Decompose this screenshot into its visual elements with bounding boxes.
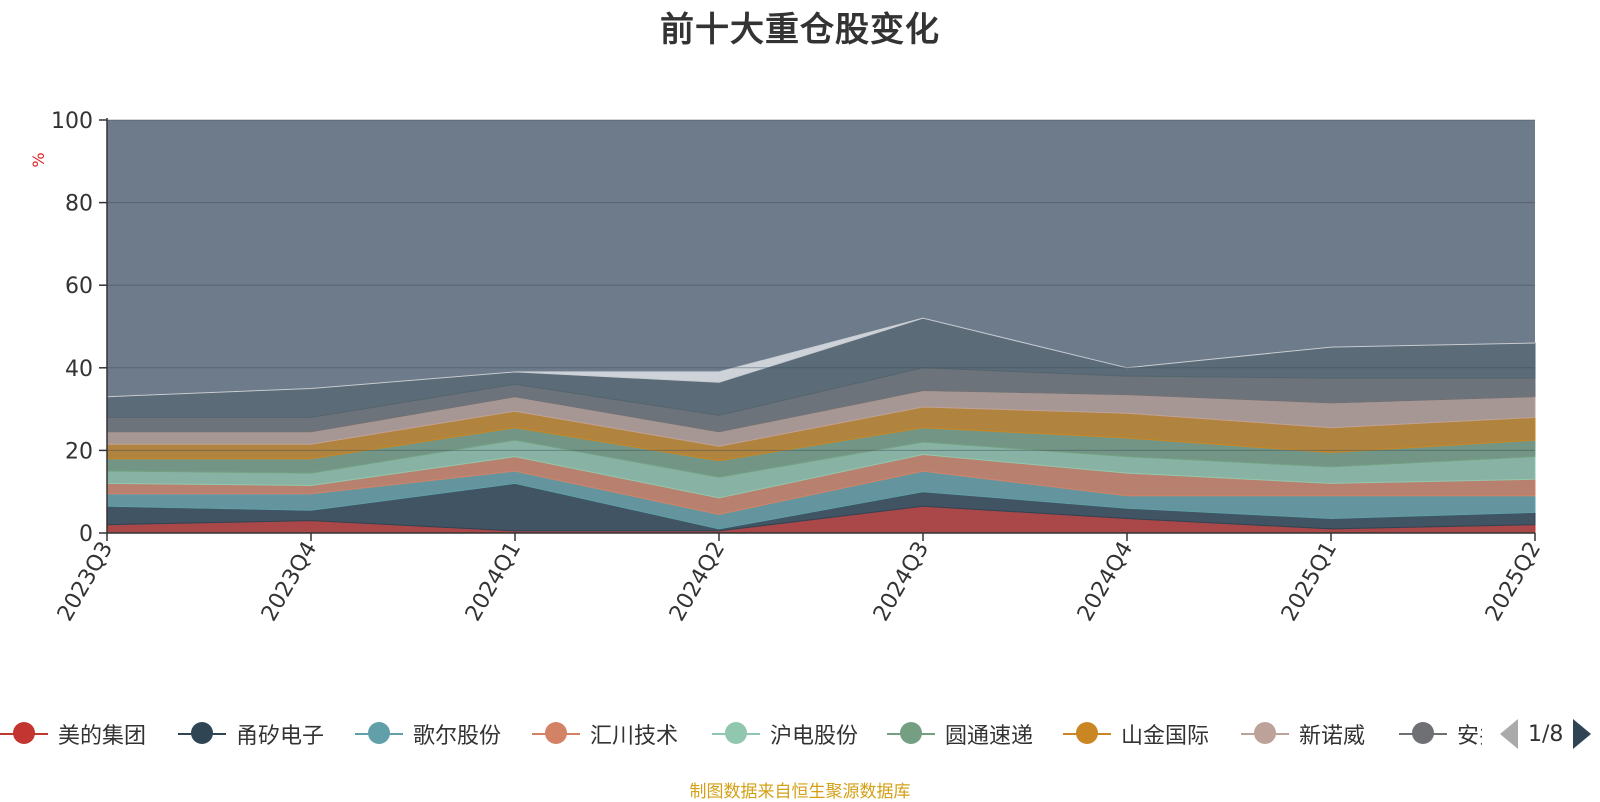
x-tick-label: 2024Q1 — [461, 538, 526, 626]
legend-label: 沪电股份 — [770, 724, 859, 749]
x-tick-label: 2024Q4 — [1073, 538, 1138, 626]
legend-label: 歌尔股份 — [413, 724, 502, 749]
legend-page-indicator: 1/8 — [1528, 721, 1564, 747]
legend-item[interactable]: 圆通速递 — [887, 716, 1033, 752]
source-note: 制图数据来自恒生聚源数据库 — [689, 782, 911, 802]
legend-item[interactable]: 山金国际 — [1063, 716, 1209, 752]
x-tick-label: 2025Q1 — [1277, 538, 1342, 626]
y-tick-label: 100 — [51, 109, 93, 134]
legend-marker-icon — [1063, 721, 1111, 747]
y-tick-label: 40 — [65, 357, 93, 382]
legend-prev-arrow-icon[interactable] — [1500, 719, 1518, 749]
y-tick-label: 60 — [65, 274, 93, 299]
x-tick-label: 2023Q3 — [53, 538, 118, 626]
legend-next-arrow-icon[interactable] — [1573, 719, 1592, 749]
y-tick-label: 20 — [65, 439, 93, 464]
legend-marker-icon — [712, 721, 760, 747]
legend-marker-icon — [887, 721, 935, 747]
x-tick-label: 2024Q3 — [869, 538, 934, 626]
y-tick-label: 80 — [65, 192, 93, 217]
legend-item[interactable]: 歌尔股份 — [355, 716, 501, 752]
legend-item[interactable]: 新诺威 — [1241, 716, 1365, 752]
legend-pager: 1/8 — [1500, 716, 1592, 752]
legend-label: 甬矽电子 — [236, 724, 325, 749]
chart-title: 前十大重仓股变化 — [660, 10, 940, 50]
legend-item[interactable]: 安井食品 — [1399, 716, 1482, 752]
x-tick-label: 2025Q2 — [1481, 538, 1546, 626]
legend-label: 美的集团 — [58, 724, 147, 749]
legend-marker-icon — [1399, 721, 1447, 747]
legend-label: 山金国际 — [1121, 724, 1210, 749]
x-tick-label: 2023Q4 — [257, 538, 322, 626]
legend-marker-icon — [178, 721, 226, 747]
area-chart: 0 20 40 60 80 100 2023Q3 2023Q4 2024Q1 2024Q2 2024… — [29, 109, 1546, 626]
legend-label: 圆通速递 — [945, 724, 1034, 749]
legend-label: 安井食品 — [1457, 724, 1482, 749]
legend-item[interactable]: 美的集团 — [0, 716, 146, 752]
legend-marker-icon — [0, 721, 48, 747]
y-tick-label: 0 — [79, 522, 93, 547]
x-tick-label: 2024Q2 — [665, 538, 730, 626]
legend-item[interactable]: 甬矽电子 — [178, 716, 324, 752]
legend: 美的集团甬矽电子歌尔股份汇川技术沪电股份圆通速递山金国际新诺威安井食品紫金矿业 — [0, 716, 1600, 752]
legend-label: 新诺威 — [1299, 724, 1366, 749]
legend-item[interactable]: 沪电股份 — [712, 716, 858, 752]
y-axis-label: % — [29, 152, 48, 167]
legend-marker-icon — [355, 721, 403, 747]
legend-label: 汇川技术 — [590, 724, 679, 749]
legend-marker-icon — [1241, 721, 1289, 747]
legend-marker-icon — [532, 721, 580, 747]
area-series-top-band — [106, 317, 1536, 398]
legend-item[interactable]: 汇川技术 — [532, 716, 678, 752]
